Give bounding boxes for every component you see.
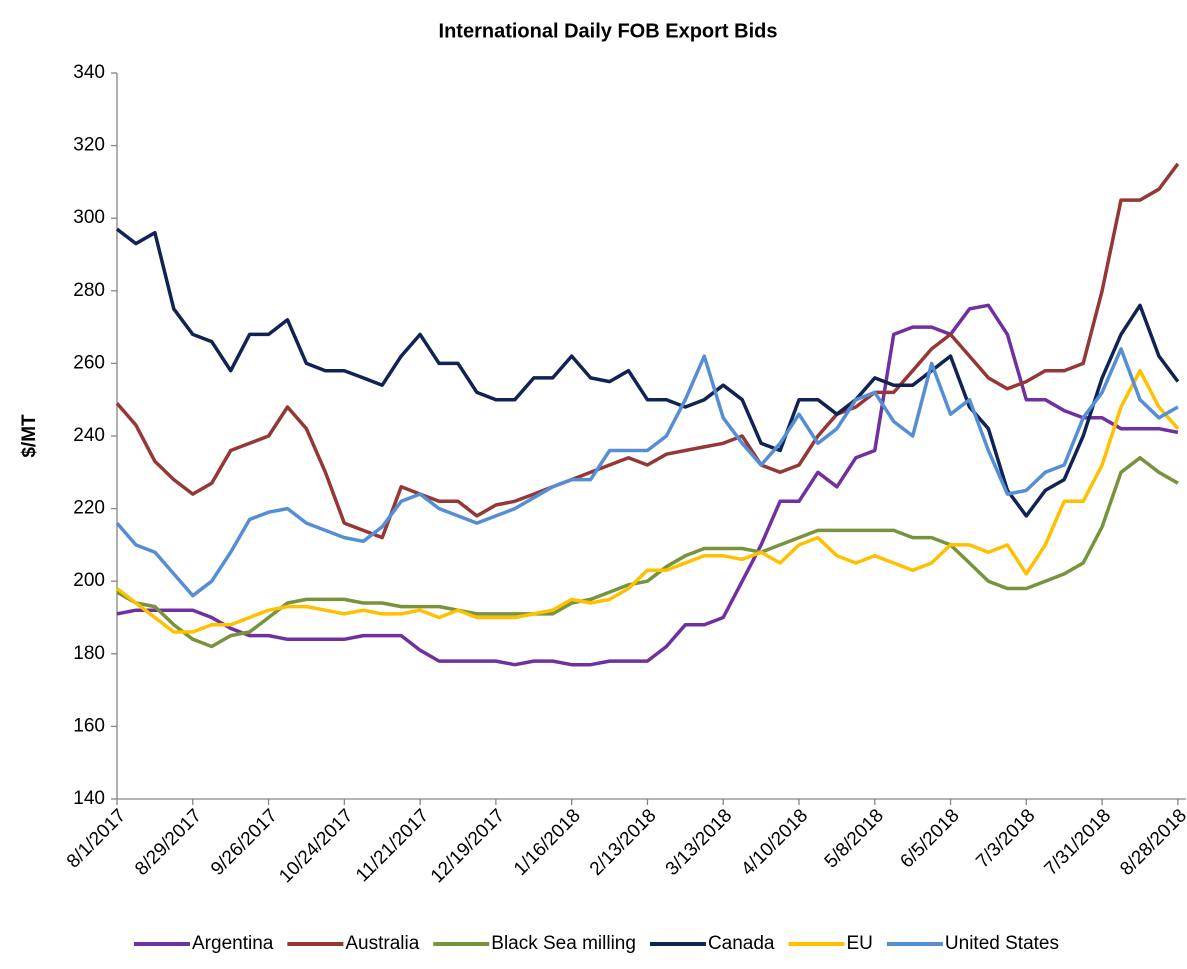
- y-tick-label: 240: [73, 425, 105, 446]
- y-tick-label: 340: [73, 62, 105, 83]
- y-tick-label: 280: [73, 280, 105, 301]
- x-tick-label: 7/31/2018: [1041, 805, 1116, 880]
- series-line: [116, 303, 1179, 667]
- x-tick-label: 4/10/2018: [737, 805, 812, 880]
- x-tick-label: 8/29/2017: [131, 805, 206, 880]
- legend-label: EU: [847, 933, 873, 954]
- legend-item: Canada: [649, 933, 775, 954]
- x-tick-label: 8/1/2017: [63, 805, 130, 872]
- legend-label: Black Sea milling: [491, 933, 636, 954]
- series-line: [115, 162, 1180, 540]
- x-tick-label: 3/13/2018: [662, 805, 737, 880]
- x-tick-label: 9/26/2017: [207, 805, 282, 880]
- legend-label: Australia: [345, 933, 419, 954]
- series-line: [115, 368, 1180, 634]
- y-tick-label: 220: [73, 498, 105, 519]
- legend-label: United States: [945, 933, 1059, 954]
- legend-label: Argentina: [192, 933, 274, 954]
- x-tick-label: 5/8/2018: [821, 805, 888, 872]
- legend-item: Argentina: [134, 933, 274, 954]
- y-axis-label: $/MT: [19, 414, 40, 458]
- y-tick-label: 140: [73, 788, 105, 809]
- legend-label: Canada: [708, 933, 775, 954]
- y-tick-label: 320: [73, 135, 105, 156]
- legend-item: EU: [788, 933, 873, 954]
- chart-title: International Daily FOB Export Bids: [439, 20, 778, 42]
- x-tick-label: 10/24/2017: [275, 805, 357, 887]
- series-line: [115, 347, 1179, 598]
- x-tick-label: 12/19/2017: [427, 805, 509, 887]
- y-tick-label: 260: [73, 352, 105, 373]
- x-tick-label: 6/5/2018: [896, 805, 963, 872]
- x-tick-label: 11/21/2017: [352, 805, 433, 886]
- x-tick-label: 1/16/2018: [510, 805, 585, 880]
- legend-item: United States: [886, 933, 1059, 954]
- series-line: [115, 227, 1180, 518]
- x-tick-label: 2/13/2018: [586, 805, 661, 880]
- y-tick-label: 300: [73, 207, 105, 228]
- x-tick-label: 7/3/2018: [972, 805, 1039, 872]
- x-tick-label: 8/28/2018: [1116, 805, 1187, 880]
- series-line: [116, 456, 1179, 649]
- y-tick-label: 180: [73, 643, 105, 664]
- y-tick-label: 160: [73, 715, 105, 736]
- legend-item: Australia: [287, 933, 420, 954]
- legend-item: Black Sea milling: [433, 933, 636, 954]
- y-tick-label: 200: [73, 570, 105, 591]
